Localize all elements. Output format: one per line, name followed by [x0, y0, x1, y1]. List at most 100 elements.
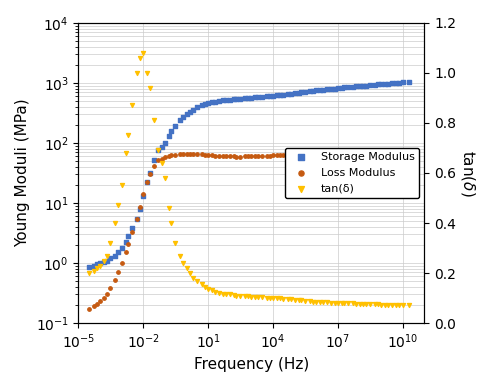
- Loss Modulus: [362, 149, 370, 156]
- Storage Modulus: [157, 144, 165, 150]
- Storage Modulus: [273, 92, 281, 98]
- tan(δ): [396, 302, 403, 308]
- Loss Modulus: [306, 151, 314, 158]
- Loss Modulus: [139, 191, 147, 197]
- tan(δ): [236, 293, 244, 299]
- Storage Modulus: [161, 140, 169, 146]
- Loss Modulus: [96, 298, 104, 305]
- Storage Modulus: [328, 86, 336, 92]
- Loss Modulus: [254, 153, 262, 159]
- tan(δ): [301, 298, 309, 304]
- Loss Modulus: [340, 150, 348, 156]
- Storage Modulus: [396, 79, 403, 86]
- Loss Modulus: [291, 152, 299, 158]
- Storage Modulus: [168, 128, 176, 135]
- Loss Modulus: [183, 151, 190, 157]
- Storage Modulus: [111, 253, 119, 259]
- Loss Modulus: [165, 153, 173, 159]
- Storage Modulus: [211, 99, 218, 105]
- Loss Modulus: [405, 147, 413, 153]
- Y-axis label: Young Moduli (MPa): Young Moduli (MPa): [15, 99, 30, 247]
- tan(δ): [276, 295, 283, 301]
- Loss Modulus: [154, 157, 162, 163]
- tan(δ): [189, 275, 197, 281]
- Loss Modulus: [215, 153, 222, 159]
- tan(δ): [349, 300, 357, 307]
- Loss Modulus: [150, 163, 157, 169]
- tan(δ): [306, 298, 314, 304]
- tan(δ): [90, 267, 97, 274]
- Storage Modulus: [291, 90, 299, 96]
- Storage Modulus: [189, 106, 197, 113]
- Loss Modulus: [295, 152, 303, 158]
- Storage Modulus: [165, 133, 173, 139]
- Loss Modulus: [251, 153, 259, 159]
- tan(δ): [291, 296, 299, 303]
- tan(δ): [93, 265, 101, 271]
- Storage Modulus: [381, 81, 389, 87]
- tan(δ): [241, 293, 249, 299]
- tan(δ): [263, 295, 271, 301]
- Loss Modulus: [106, 285, 114, 291]
- Storage Modulus: [352, 83, 360, 89]
- Storage Modulus: [312, 87, 320, 94]
- Loss Modulus: [85, 306, 92, 312]
- Storage Modulus: [405, 79, 413, 85]
- Loss Modulus: [161, 154, 169, 160]
- Storage Modulus: [146, 170, 154, 176]
- Y-axis label: tan($\delta$): tan($\delta$): [459, 149, 477, 196]
- Storage Modulus: [226, 97, 234, 103]
- tan(δ): [165, 205, 173, 211]
- Storage Modulus: [171, 122, 179, 128]
- tan(δ): [219, 291, 227, 297]
- tan(δ): [201, 284, 209, 290]
- tan(δ): [399, 302, 407, 308]
- Storage Modulus: [96, 260, 104, 266]
- Loss Modulus: [316, 151, 324, 157]
- tan(δ): [362, 301, 370, 307]
- Loss Modulus: [377, 149, 385, 155]
- tan(δ): [352, 300, 360, 307]
- Storage Modulus: [215, 98, 222, 104]
- tan(δ): [157, 160, 165, 166]
- Loss Modulus: [309, 151, 317, 158]
- tan(δ): [269, 295, 277, 301]
- Loss Modulus: [189, 151, 197, 157]
- Loss Modulus: [157, 156, 165, 162]
- Storage Modulus: [247, 95, 255, 101]
- Loss Modulus: [312, 151, 320, 158]
- Loss Modulus: [349, 150, 357, 156]
- tan(δ): [366, 301, 374, 307]
- Loss Modulus: [118, 260, 125, 266]
- Loss Modulus: [193, 151, 201, 157]
- tan(δ): [328, 300, 336, 306]
- Storage Modulus: [258, 94, 266, 100]
- tan(δ): [215, 289, 222, 296]
- tan(δ): [176, 252, 184, 259]
- Storage Modulus: [133, 216, 141, 222]
- tan(δ): [297, 297, 305, 303]
- Storage Modulus: [154, 147, 162, 154]
- Storage Modulus: [183, 111, 190, 117]
- tan(δ): [96, 262, 104, 269]
- Storage Modulus: [103, 257, 111, 264]
- Loss Modulus: [232, 154, 240, 160]
- tan(δ): [179, 260, 187, 266]
- Storage Modulus: [374, 81, 382, 87]
- tan(δ): [146, 85, 154, 91]
- tan(δ): [232, 293, 240, 299]
- Storage Modulus: [122, 240, 129, 246]
- Storage Modulus: [143, 179, 151, 185]
- tan(δ): [139, 50, 147, 56]
- Loss Modulus: [244, 153, 252, 159]
- tan(δ): [128, 102, 136, 108]
- Storage Modulus: [284, 91, 292, 97]
- tan(δ): [136, 55, 144, 61]
- Storage Modulus: [295, 89, 303, 96]
- tan(δ): [312, 299, 320, 305]
- Storage Modulus: [269, 92, 277, 99]
- Storage Modulus: [301, 89, 309, 95]
- Loss Modulus: [128, 229, 136, 235]
- Loss Modulus: [319, 151, 327, 157]
- Loss Modulus: [176, 151, 184, 157]
